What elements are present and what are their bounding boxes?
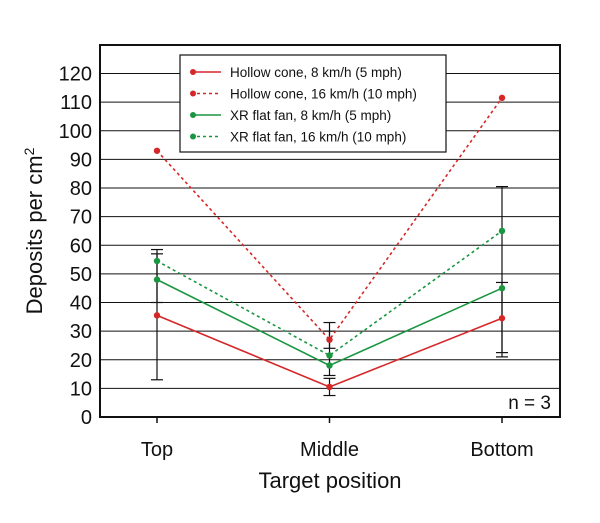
data-points [153, 94, 506, 391]
series-line [156, 97, 503, 341]
y-axis-title: Deposits per cm2 [21, 147, 47, 314]
data-point [498, 284, 506, 292]
legend-swatch-marker [190, 90, 196, 97]
y-tick-label: 100 [59, 121, 92, 143]
x-tick-label: Bottom [470, 439, 533, 461]
data-point [326, 383, 333, 391]
legend: Hollow cone, 8 km/h (5 mph) Hollow cone, … [179, 54, 447, 153]
x-tick-label: Top [141, 439, 173, 461]
data-point [153, 312, 161, 319]
data-point [153, 257, 161, 265]
y-tick-label: 40 [70, 293, 92, 315]
data-point [498, 227, 506, 235]
legend-label: Hollow cone, 8 km/h (5 mph) [230, 65, 402, 80]
y-tick-label: 70 [70, 207, 92, 229]
y-tick-label: 10 [70, 378, 92, 400]
y-tick-label: 90 [70, 149, 92, 171]
legend-item: Hollow cone, 16 km/h (10 mph) [190, 87, 417, 102]
y-tick-label: 120 [59, 64, 92, 86]
data-point [153, 147, 161, 154]
legend-item: Hollow cone, 8 km/h (5 mph) [190, 65, 402, 80]
y-tick-label: 50 [70, 264, 92, 286]
y-axis-title-superscript: 2 [21, 147, 37, 155]
x-tick-label: Middle [300, 439, 359, 461]
x-tick-labels: Top Middle Bottom [141, 417, 534, 461]
series-line [156, 230, 503, 357]
legend-label: Hollow cone, 16 km/h (10 mph) [230, 87, 417, 102]
legend-swatch-marker [190, 133, 196, 140]
sample-size-annotation: n = 3 [508, 393, 551, 414]
data-point [498, 94, 506, 102]
y-tick-label: 80 [70, 178, 92, 200]
y-tick-label: 110 [60, 92, 92, 114]
y-axis-title-main: Deposits per cm [22, 155, 47, 314]
legend-swatch-marker [190, 112, 196, 118]
legend-item: XR flat fan, 8 km/h (5 mph) [190, 108, 391, 123]
y-tick-label: 60 [70, 235, 92, 257]
legend-item: XR flat fan, 16 km/h (10 mph) [190, 130, 406, 145]
legend-box [179, 54, 447, 153]
legend-swatch-marker [190, 69, 196, 75]
data-point [153, 276, 161, 283]
y-tick-label: 0 [81, 407, 92, 429]
legend-label: XR flat fan, 8 km/h (5 mph) [230, 108, 391, 123]
data-point [326, 336, 333, 343]
data-point [326, 362, 333, 369]
data-point [326, 352, 333, 359]
data-point [498, 315, 506, 322]
y-tick-label: 20 [70, 350, 92, 372]
y-tick-labels: 0 10 20 30 40 50 60 70 80 90 100 110 120 [59, 64, 92, 430]
x-axis-title: Target position [258, 468, 401, 493]
legend-label: XR flat fan, 16 km/h (10 mph) [230, 130, 406, 145]
y-tick-label: 30 [70, 321, 92, 343]
